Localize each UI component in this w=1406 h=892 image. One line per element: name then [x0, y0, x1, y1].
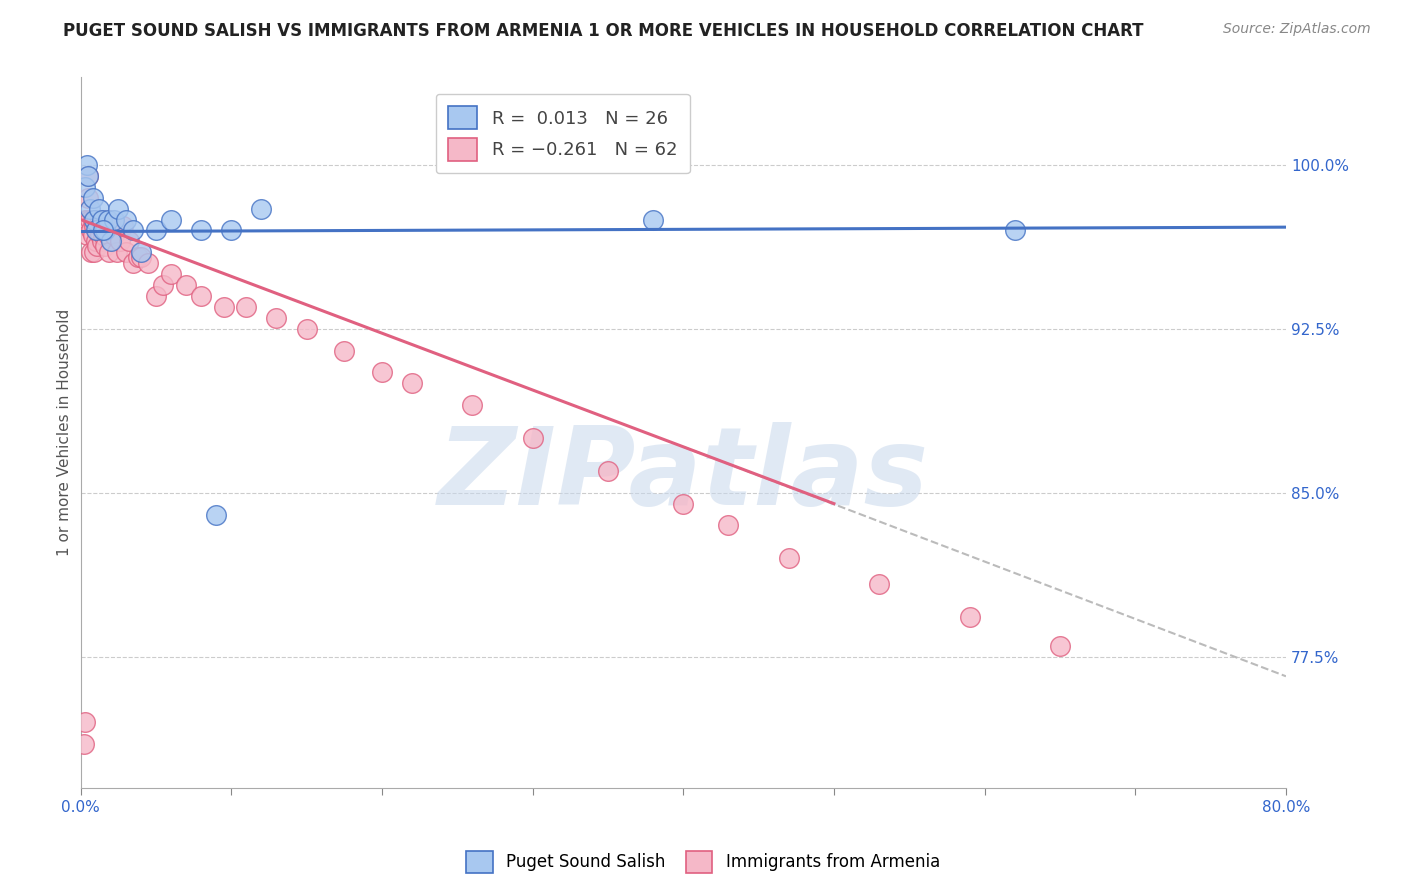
Point	[959, 610, 981, 624]
Point	[84, 223, 107, 237]
Point	[145, 289, 167, 303]
Point	[83, 245, 105, 260]
Point	[83, 212, 105, 227]
Point	[778, 551, 800, 566]
Point	[91, 212, 114, 227]
Point	[122, 223, 145, 237]
Point	[91, 223, 114, 237]
Point	[145, 223, 167, 237]
Point	[97, 212, 120, 227]
Point	[108, 235, 131, 249]
Point	[160, 267, 183, 281]
Point	[129, 245, 152, 260]
Point	[82, 191, 104, 205]
Point	[89, 227, 111, 242]
Point	[77, 169, 100, 183]
Point	[97, 227, 120, 242]
Point	[73, 212, 96, 227]
Point	[522, 431, 544, 445]
Point	[98, 245, 121, 260]
Point	[72, 737, 94, 751]
Point	[86, 223, 108, 237]
Point	[80, 223, 103, 237]
Point	[83, 219, 105, 233]
Point	[122, 256, 145, 270]
Point	[103, 212, 125, 227]
Point	[114, 245, 136, 260]
Point	[1049, 639, 1071, 653]
Point	[80, 245, 103, 260]
Point	[90, 212, 112, 227]
Point	[136, 256, 159, 270]
Point	[160, 212, 183, 227]
Point	[295, 322, 318, 336]
Point	[174, 278, 197, 293]
Point	[100, 219, 122, 233]
Point	[266, 310, 288, 325]
Point	[87, 202, 110, 216]
Point	[105, 245, 128, 260]
Text: Source: ZipAtlas.com: Source: ZipAtlas.com	[1223, 22, 1371, 37]
Point	[1004, 223, 1026, 237]
Point	[87, 219, 110, 233]
Point	[107, 202, 129, 216]
Point	[94, 223, 117, 237]
Point	[129, 250, 152, 264]
Point	[111, 219, 134, 233]
Point	[82, 212, 104, 227]
Point	[82, 227, 104, 242]
Point	[212, 300, 235, 314]
Point	[100, 235, 122, 249]
Point	[190, 289, 212, 303]
Point	[97, 212, 120, 227]
Point	[84, 212, 107, 227]
Point	[76, 158, 98, 172]
Point	[79, 212, 101, 227]
Point	[77, 191, 100, 205]
Point	[91, 227, 114, 242]
Y-axis label: 1 or more Vehicles in Household: 1 or more Vehicles in Household	[58, 309, 72, 557]
Text: ZIPatlas: ZIPatlas	[437, 422, 929, 528]
Point	[219, 223, 242, 237]
Text: PUGET SOUND SALISH VS IMMIGRANTS FROM ARMENIA 1 OR MORE VEHICLES IN HOUSEHOLD CO: PUGET SOUND SALISH VS IMMIGRANTS FROM AR…	[63, 22, 1143, 40]
Point	[643, 212, 665, 227]
Point	[868, 577, 890, 591]
Point	[672, 497, 695, 511]
Point	[114, 212, 136, 227]
Point	[103, 227, 125, 242]
Point	[89, 212, 111, 227]
Point	[118, 235, 141, 249]
Point	[84, 235, 107, 249]
Point	[73, 179, 96, 194]
Point	[90, 223, 112, 237]
Point	[250, 202, 273, 216]
Point	[127, 250, 149, 264]
Point	[76, 227, 98, 242]
Point	[90, 235, 112, 249]
Point	[333, 343, 356, 358]
Point	[73, 715, 96, 730]
Point	[76, 212, 98, 227]
Point	[77, 169, 100, 183]
Point	[401, 376, 423, 391]
Point	[93, 223, 115, 237]
Legend: R =  0.013   N = 26, R = −0.261   N = 62: R = 0.013 N = 26, R = −0.261 N = 62	[436, 94, 690, 173]
Point	[717, 518, 740, 533]
Point	[371, 366, 394, 380]
Point	[86, 238, 108, 252]
Point	[79, 202, 101, 216]
Point	[93, 238, 115, 252]
Point	[235, 300, 257, 314]
Point	[205, 508, 228, 522]
Point	[190, 223, 212, 237]
Legend: Puget Sound Salish, Immigrants from Armenia: Puget Sound Salish, Immigrants from Arme…	[460, 845, 946, 880]
Point	[596, 464, 619, 478]
Point	[152, 278, 174, 293]
Point	[461, 398, 484, 412]
